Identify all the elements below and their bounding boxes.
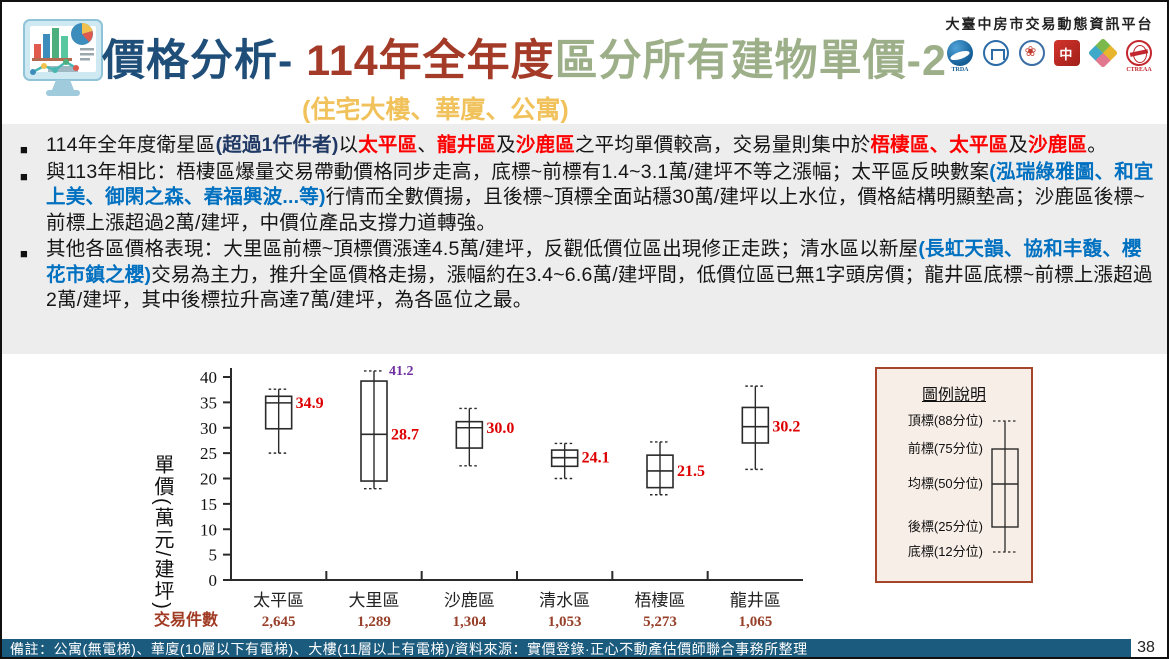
- svg-text:34.9: 34.9: [296, 395, 324, 412]
- builders-association-logo: [982, 40, 1010, 76]
- platform-name: 大臺中房市交易動態資訊平台: [945, 16, 1154, 32]
- bullet-text-segment: 太平區: [358, 134, 418, 156]
- land-office-logo: [1018, 40, 1046, 76]
- analytics-monitor-icon: [23, 19, 103, 96]
- svg-text:5: 5: [209, 546, 218, 565]
- title-year: 114年全年度: [306, 37, 555, 85]
- svg-text:梧棲區: 梧棲區: [635, 591, 686, 610]
- builders-association-logo-mark: [982, 40, 1009, 66]
- bullet-marker: ■: [20, 168, 29, 184]
- page-number: 38: [1131, 636, 1161, 657]
- legend-box: 圖例說明 頂標(88分位) 前標(75分位) 均標(50分位) 後標(25分位) 底標(…: [875, 367, 1033, 583]
- y-axis-label: 單價(萬元/建坪): [151, 454, 173, 611]
- svg-text:30.2: 30.2: [772, 419, 800, 436]
- bullet-text-segment: (超過1仟件者): [215, 134, 339, 156]
- svg-text:10: 10: [200, 520, 217, 539]
- land-office-logo-mark: [1018, 40, 1045, 66]
- diamond-logo: [1088, 37, 1119, 76]
- svg-text:太平區: 太平區: [253, 591, 304, 610]
- title-subject: 區分所有建物單價-2: [554, 37, 947, 85]
- bullet-text-segment: 行情而全數價揚，且後標~頂標全面站穩30萬/建坪以上水位，價格結構明顯墊高；沙鹿…: [46, 186, 1145, 234]
- svg-text:沙鹿區: 沙鹿區: [444, 591, 495, 610]
- svg-text:清水區: 清水區: [539, 591, 590, 610]
- svg-text:40: 40: [200, 368, 217, 387]
- svg-text:30: 30: [200, 419, 217, 438]
- bullet-item-3: ■ 其他各區價格表現：大里區前標~頂標價漲達4.5萬/建坪，反觀低價位區出現修正走…: [2, 237, 1157, 314]
- logo-row: TRDA CTREAA: [942, 37, 1157, 76]
- bullet-item-2: ■ 與113年相比：梧棲區爆量交易帶動價格同步走高，底標~前標有1.4~3.1萬/…: [2, 160, 1157, 237]
- bullet-text-segment: 沙鹿區: [515, 134, 575, 156]
- svg-text:交易件數: 交易件數: [154, 610, 218, 629]
- footer-note: 備註：公寓(無電梯)、華廈(10層以下有電梯)、大樓(11層以上有電梯)/資料來…: [2, 639, 1133, 657]
- svg-text:1,304: 1,304: [452, 614, 486, 630]
- bullet-text-segment: 其他各區價格表現：大里區前標~頂標價漲達4.5萬/建坪，反觀低價位區出現修正走跌…: [46, 238, 919, 260]
- bullet-item-1: ■ 114年全年度衛星區(超過1仟件者)以太平區、龍井區及沙鹿區之平均單價較高，交…: [2, 133, 1157, 159]
- ctreaa-logo-mark: [1125, 40, 1152, 66]
- legend-item-1: 頂標(88分位): [907, 413, 983, 428]
- svg-text:21.5: 21.5: [677, 463, 705, 480]
- bullet-text-segment: 龍井區: [437, 134, 497, 156]
- svg-text:0: 0: [209, 571, 218, 590]
- bullet-text-segment: 梧棲區、太平區: [870, 134, 1009, 156]
- legend-title: 圖例說明: [921, 387, 986, 404]
- bullet-marker: ■: [20, 142, 29, 157]
- title-prefix: 價格分析-: [102, 37, 307, 85]
- trda-logo: TRDA: [946, 40, 974, 76]
- bullet-text-segment: 沙鹿區: [1028, 134, 1088, 156]
- bullet-text-segment: (泓瑞綠雅圖、和宜上美、御閑之森、春福興波...等): [46, 160, 1154, 209]
- bullet-text-segment: 交易為主力，推升全區價格走揚，漲幅約在3.4~6.6萬/建坪間，低價位區已無1字…: [46, 263, 1153, 312]
- bullet-text-segment: 及: [1008, 134, 1029, 156]
- svg-text:30.0: 30.0: [486, 420, 514, 437]
- title-block: 價格分析- 114年全年度區分所有建物單價-2 (住宅大樓、華廈、公寓): [102, 26, 946, 126]
- svg-text:龍井區: 龍井區: [730, 591, 781, 610]
- page-title: 價格分析- 114年全年度區分所有建物單價-2: [102, 26, 946, 88]
- svg-text:35: 35: [200, 393, 217, 412]
- svg-text:15: 15: [200, 495, 217, 514]
- legend-item-5: 底標(12分位): [907, 544, 983, 559]
- pin-logo: [1053, 40, 1081, 76]
- svg-text:5,273: 5,273: [643, 614, 677, 630]
- svg-text:24.1: 24.1: [582, 450, 610, 467]
- bullet-text-segment: 114年全年度衛星區: [46, 134, 216, 156]
- platform-block: 大臺中房市交易動態資訊平台 TRDA CTREAA: [942, 14, 1157, 76]
- svg-text:28.7: 28.7: [391, 426, 419, 443]
- pin-logo-mark: [1054, 40, 1081, 66]
- trda-logo-caption: TRDA: [951, 67, 969, 73]
- svg-text:大里區: 大里區: [349, 591, 400, 610]
- ctreaa-logo-caption: CTREAA: [1126, 67, 1152, 73]
- legend-boxplot-glyph: [991, 420, 1019, 553]
- bullet-text-segment: 。: [1087, 134, 1107, 156]
- diamond-logo-mark: [1088, 37, 1119, 69]
- bullet-text-segment: 以: [338, 134, 359, 156]
- bullet-text-segment: 之平均單價較高，交易量則集中於: [574, 134, 871, 156]
- analysis-bullets: ■ 114年全年度衛星區(超過1仟件者)以太平區、龍井區及沙鹿區之平均單價較高，交…: [2, 124, 1167, 354]
- legend-item-3: 均標(50分位): [907, 476, 983, 491]
- bullet-text-segment: 及: [496, 134, 516, 156]
- bullet-marker: ■: [20, 246, 29, 261]
- bullet-text-segment: (長虹天韻、協和丰馥、櫻花市鎮之櫻): [46, 238, 1142, 286]
- trda-logo-mark: [947, 40, 973, 66]
- svg-text:1,065: 1,065: [738, 614, 772, 630]
- boxplot-chart: 0 5 10 15 20 25 30 35 40 34.9 太平區 2,645 28.7 41.2 大里區 1…: [154, 364, 803, 630]
- legend-item-4: 後標(25分位): [907, 519, 983, 534]
- bullet-text-segment: 、: [417, 134, 438, 156]
- svg-text:25: 25: [200, 444, 217, 463]
- ctreaa-logo: CTREAA: [1125, 40, 1153, 76]
- header: 價格分析- 114年全年度區分所有建物單價-2 (住宅大樓、華廈、公寓) 大臺中…: [2, 2, 1167, 124]
- svg-text:1,289: 1,289: [357, 614, 391, 630]
- svg-text:41.2: 41.2: [389, 364, 414, 379]
- svg-text:20: 20: [200, 470, 217, 489]
- legend-item-2: 前標(75分位): [907, 441, 983, 456]
- bullet-text-segment: 與113年相比：梧棲區爆量交易帶動價格同步走高，底標~前標有1.4~3.1萬/建…: [46, 160, 990, 183]
- chart-area: 單價(萬元/建坪) 0 5 10 15 20 25 30 35 40 34.9 太平區 2,645 28…: [2, 354, 1167, 639]
- svg-text:2,645: 2,645: [262, 614, 296, 630]
- svg-text:1,053: 1,053: [548, 614, 582, 630]
- page-subtitle: (住宅大樓、華廈、公寓): [302, 96, 569, 124]
